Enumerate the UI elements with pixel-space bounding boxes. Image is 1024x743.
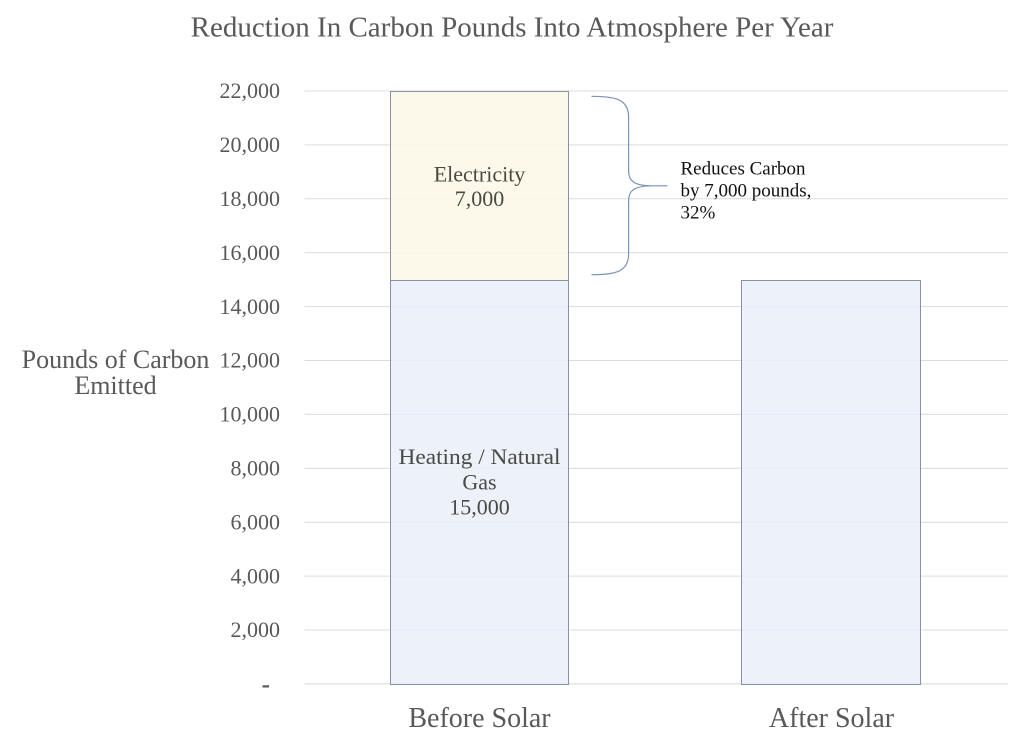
svg-text:12,000: 12,000 [220, 348, 281, 373]
svg-text:15,000: 15,000 [449, 495, 510, 520]
svg-text:7,000: 7,000 [455, 186, 505, 211]
svg-text:Emitted: Emitted [74, 371, 156, 400]
svg-text:Electricity: Electricity [434, 162, 526, 187]
svg-text:6,000: 6,000 [231, 509, 281, 534]
svg-text:16,000: 16,000 [220, 240, 281, 265]
svg-text:Reduction In Carbon Pounds Int: Reduction In Carbon Pounds Into Atmosphe… [191, 11, 834, 43]
svg-text:18,000: 18,000 [220, 186, 281, 211]
svg-text:After Solar: After Solar [769, 703, 895, 734]
svg-text:2,000: 2,000 [231, 617, 281, 642]
svg-text:8,000: 8,000 [231, 456, 281, 481]
svg-text:4,000: 4,000 [231, 563, 281, 588]
svg-text:by 7,000 pounds,: by 7,000 pounds, [681, 181, 812, 202]
svg-text:22,000: 22,000 [220, 78, 281, 103]
svg-text:Pounds of Carbon: Pounds of Carbon [22, 345, 210, 374]
svg-text:Reduces Carbon: Reduces Carbon [681, 159, 807, 180]
svg-text:Gas: Gas [462, 470, 496, 495]
svg-text:Heating / Natural: Heating / Natural [399, 444, 561, 469]
svg-text:20,000: 20,000 [220, 132, 281, 157]
svg-text:14,000: 14,000 [220, 294, 281, 319]
svg-text:32%: 32% [681, 203, 716, 224]
svg-text:10,000: 10,000 [220, 402, 281, 427]
svg-text:Before Solar: Before Solar [408, 703, 551, 734]
